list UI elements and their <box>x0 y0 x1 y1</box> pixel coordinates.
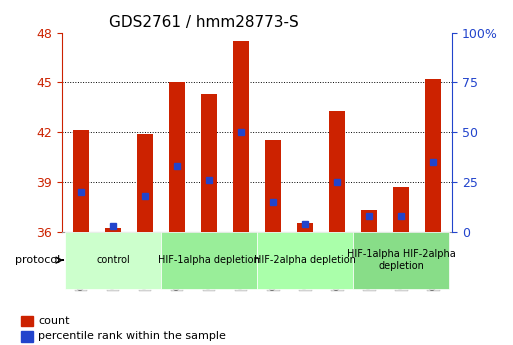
Bar <box>201 94 217 232</box>
Bar <box>233 41 249 232</box>
Bar <box>105 228 121 232</box>
FancyBboxPatch shape <box>65 232 161 289</box>
Bar <box>21 331 33 342</box>
Text: HIF-2alpha depletion: HIF-2alpha depletion <box>254 255 356 265</box>
Bar <box>21 316 33 326</box>
Text: protocol: protocol <box>15 255 61 265</box>
Bar <box>169 82 185 232</box>
Bar <box>425 79 441 232</box>
Bar <box>265 140 281 232</box>
Text: GDS2761 / hmm28773-S: GDS2761 / hmm28773-S <box>109 15 299 30</box>
FancyBboxPatch shape <box>257 232 353 289</box>
FancyBboxPatch shape <box>353 232 449 289</box>
Bar <box>361 210 377 232</box>
Text: count: count <box>38 316 70 326</box>
Bar <box>329 110 345 232</box>
Text: control: control <box>96 255 130 265</box>
Text: HIF-1alpha depletion: HIF-1alpha depletion <box>158 255 260 265</box>
Bar <box>73 130 89 232</box>
Bar <box>393 187 409 232</box>
Text: HIF-1alpha HIF-2alpha
depletion: HIF-1alpha HIF-2alpha depletion <box>347 249 456 271</box>
Bar <box>137 134 153 232</box>
FancyBboxPatch shape <box>161 232 257 289</box>
Text: percentile rank within the sample: percentile rank within the sample <box>38 332 226 341</box>
Bar <box>297 224 313 232</box>
